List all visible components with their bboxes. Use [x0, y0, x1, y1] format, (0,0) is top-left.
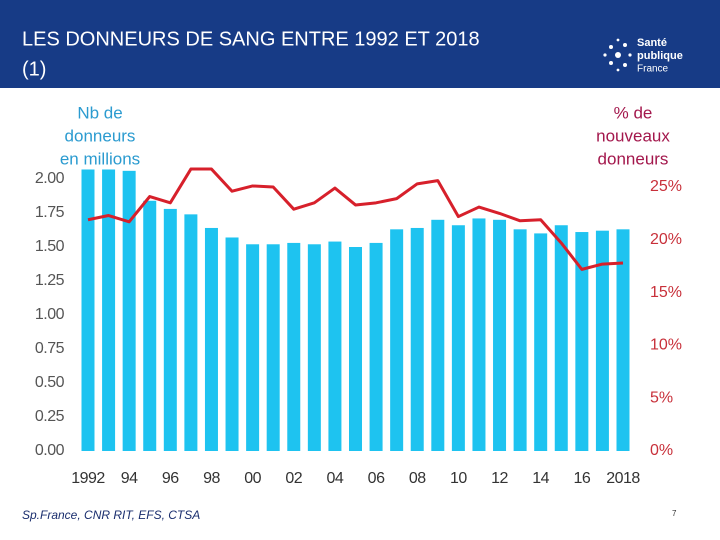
bar [595, 230, 609, 451]
x-tick-label: 00 [244, 470, 261, 487]
y-tick-label: 1.25 [35, 272, 65, 289]
y-tick-label: 1.50 [35, 238, 65, 255]
bar [307, 244, 321, 451]
y-axis-title: donneurs [65, 126, 136, 145]
y-tick-label: 0.50 [35, 374, 65, 391]
x-tick-label: 14 [532, 470, 549, 487]
slide-title: (1) [22, 58, 46, 80]
x-tick-label: 12 [491, 470, 508, 487]
bar [81, 169, 95, 452]
y-tick-label: 0.00 [35, 442, 65, 459]
y-tick-label: 0.75 [35, 340, 65, 357]
x-tick-label: 94 [121, 470, 138, 487]
bar [184, 214, 198, 451]
bar [431, 219, 445, 451]
logo-text: Santé [637, 37, 667, 49]
bar [163, 208, 177, 451]
bar [390, 229, 404, 451]
bar [369, 242, 383, 451]
bar [410, 227, 424, 451]
logo-icon [603, 38, 632, 72]
bar [246, 244, 260, 451]
y-tick-label: 2.00 [35, 170, 65, 187]
bar [266, 244, 280, 451]
y2-axis-title: nouveaux [596, 126, 670, 145]
y2-tick-label: 20% [650, 231, 682, 248]
y2-tick-label: 0% [650, 442, 673, 459]
bar [451, 225, 465, 451]
x-tick-label: 2018 [606, 470, 640, 487]
source: Sp.France, CNR RIT, EFS, CTSA [22, 508, 200, 522]
x-tick-label: 98 [203, 470, 220, 487]
x-tick-label: 10 [450, 470, 467, 487]
y-tick-label: 0.25 [35, 408, 65, 425]
bar [143, 200, 157, 451]
bar [513, 229, 527, 451]
bar [493, 219, 507, 451]
x-tick-label: 08 [409, 470, 426, 487]
y-axis-title: Nb de [77, 103, 122, 122]
bar [102, 169, 116, 452]
bar [204, 227, 218, 451]
logo-text: France [637, 64, 669, 75]
bar [122, 170, 136, 451]
bar [616, 229, 630, 451]
x-tick-label: 04 [327, 470, 344, 487]
y2-tick-label: 5% [650, 389, 673, 406]
y-tick-label: 1.00 [35, 306, 65, 323]
bar [349, 247, 362, 451]
bar [225, 237, 239, 451]
y-axis-title: en millions [60, 149, 140, 168]
bar [575, 232, 589, 451]
bar [328, 241, 342, 451]
bar [472, 218, 486, 451]
y2-axis-title: donneurs [598, 149, 669, 168]
x-tick-label: 02 [285, 470, 302, 487]
y2-tick-label: 10% [650, 337, 682, 354]
line [87, 167, 624, 271]
bar [534, 233, 548, 451]
y2-tick-label: 15% [650, 284, 682, 301]
y-tick-label: 1.75 [35, 204, 65, 221]
header-band [0, 0, 720, 88]
x-tick-label: 06 [368, 470, 385, 487]
y2-axis-title: % de [614, 103, 653, 122]
bar [287, 242, 301, 451]
bar [554, 225, 568, 451]
logo-text: publique [637, 50, 683, 62]
page-number: 7 [672, 509, 677, 518]
x-tick-label: 16 [573, 470, 590, 487]
x-tick-label: 1992 [71, 470, 105, 487]
y2-tick-label: 25% [650, 178, 682, 195]
x-tick-label: 96 [162, 470, 179, 487]
slide-title: LES DONNEURS DE SANG ENTRE 1992 ET 2018 [22, 28, 480, 50]
